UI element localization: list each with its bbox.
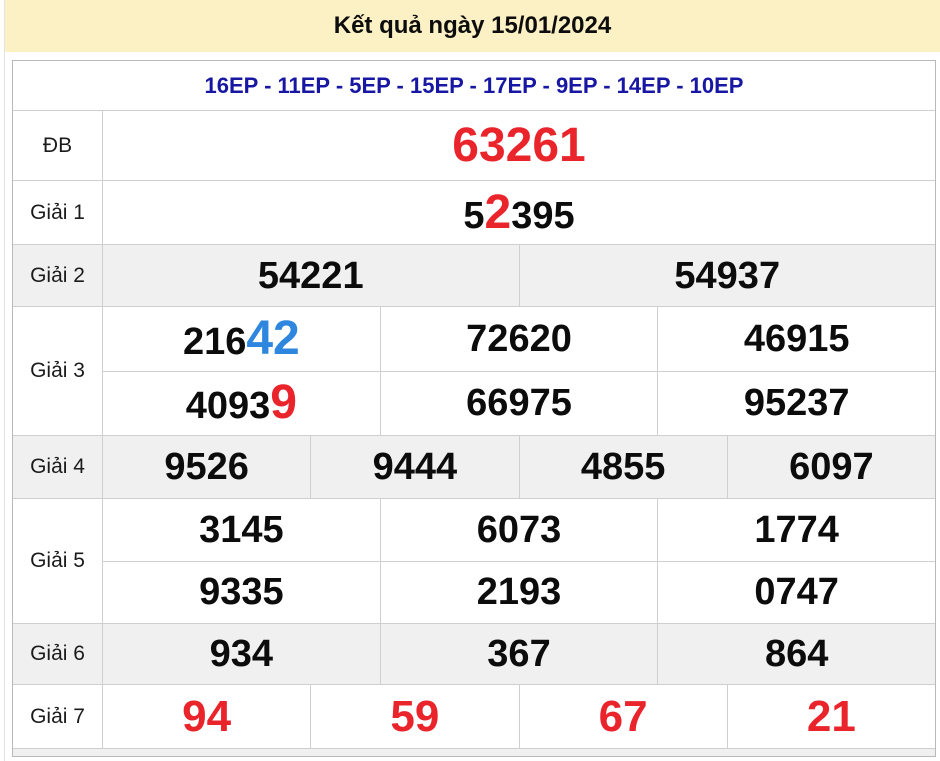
prize-number: 3145 — [199, 508, 284, 551]
prize-cell: 367 — [381, 624, 659, 684]
prize-cell: 66975 — [381, 371, 659, 435]
station-row: 16EP - 11EP - 5EP - 15EP - 17EP - 9EP - … — [13, 61, 935, 110]
prize-number: 21642 — [182, 311, 300, 365]
prize-number-g1: 52395 — [463, 185, 575, 239]
prize-number: 54221 — [257, 254, 364, 297]
prize-row-g5: Giải 5 3145 6073 1774 9335 2193 0747 — [13, 498, 935, 623]
prize-subrow: 3145 6073 1774 — [103, 499, 935, 561]
prize-number: 1774 — [754, 508, 839, 551]
prize-number-db: 63261 — [452, 118, 586, 172]
prize-number: 40939 — [185, 376, 297, 430]
prize-label-g4: Giải 4 — [13, 436, 103, 498]
prize-cell: 9526 — [103, 436, 312, 498]
prize-subrow: 40939 66975 95237 — [103, 370, 935, 436]
prize-label-g6: Giải 6 — [13, 624, 103, 684]
highlight-digits-blue: 42 — [246, 311, 300, 365]
prize-number: 54937 — [674, 254, 781, 297]
highlight-digit-red: 9 — [270, 376, 297, 430]
prize-number: 864 — [764, 633, 829, 675]
prize-number-red: 21 — [806, 691, 856, 741]
prize-number: 9526 — [164, 446, 249, 488]
prize-cell: 40939 — [103, 371, 381, 435]
prize-number: 367 — [487, 633, 551, 675]
prize-row-g1: Giải 1 52395 — [13, 180, 935, 244]
prize-cell: 72620 — [381, 307, 659, 371]
prize-cell: 9444 — [311, 436, 520, 498]
prize-label-g2: Giải 2 — [13, 245, 103, 306]
prize-cell: 6073 — [381, 499, 659, 561]
prize-cell: 54221 — [103, 245, 520, 306]
prize-cell: 52395 — [103, 181, 935, 244]
station-cell: 16EP - 11EP - 5EP - 15EP - 17EP - 9EP - … — [13, 61, 935, 110]
prize-cell: 54937 — [520, 245, 936, 306]
prize-cell: 6097 — [728, 436, 935, 498]
prize-row-g2: Giải 2 54221 54937 — [13, 244, 935, 306]
prize-row-g6: Giải 6 934 367 864 — [13, 623, 935, 684]
prize-row-db: ĐB 63261 — [13, 110, 935, 180]
page-title: Kết quả ngày 15/01/2024 — [333, 12, 612, 39]
prize-number: 934 — [209, 633, 274, 675]
prize-number: 6097 — [789, 446, 874, 488]
prize-number: 0747 — [754, 571, 839, 614]
prize-subrow: 9335 2193 0747 — [103, 560, 935, 624]
prize-cell: 21 — [728, 685, 935, 748]
prize-number: 46915 — [743, 317, 850, 360]
results-banner: Kết quả ngày 15/01/2024 — [5, 0, 940, 52]
prize-number-red: 67 — [598, 691, 648, 741]
prize-number: 9335 — [199, 571, 284, 614]
prize-cell: 0747 — [658, 562, 935, 624]
prize-cell: 3145 — [103, 499, 381, 561]
prize-row-g7: Giải 7 94 59 67 21 — [13, 684, 935, 748]
prize-cell: 46915 — [658, 307, 935, 371]
prize-label-db: ĐB — [13, 111, 103, 180]
prize-label-g3: Giải 3 — [13, 307, 103, 435]
station-codes: 16EP - 11EP - 5EP - 15EP - 17EP - 9EP - … — [204, 72, 744, 98]
prize-label-g5: Giải 5 — [13, 499, 103, 623]
prize-row-g3: Giải 3 21642 72620 46915 40939 66975 952… — [13, 306, 935, 435]
prize-number: 66975 — [466, 382, 572, 425]
prize-number: 9444 — [372, 446, 458, 488]
prize-subrow: 21642 72620 46915 — [103, 307, 935, 371]
prize-cell: 9335 — [103, 561, 381, 623]
prize-number: 4855 — [580, 446, 666, 488]
cutoff-row — [13, 748, 935, 756]
highlight-digit-red: 2 — [484, 185, 512, 239]
prize-cell: 21642 — [103, 307, 381, 371]
page-container: Kết quả ngày 15/01/2024 16EP - 11EP - 5E… — [4, 0, 940, 761]
prize-label-g1: Giải 1 — [13, 181, 103, 244]
prize-row-g4: Giải 4 9526 9444 4855 6097 — [13, 435, 935, 498]
prize-cell: 864 — [658, 624, 935, 684]
prize-cell: 67 — [520, 685, 728, 748]
prize-number-red: 94 — [182, 691, 232, 741]
prize-cell: 934 — [103, 624, 381, 684]
prize-number: 95237 — [743, 382, 850, 425]
prize-cell: 2193 — [381, 561, 659, 623]
prize-cell: 59 — [311, 685, 520, 748]
prize-cell: 1774 — [658, 499, 935, 561]
prize-number-red: 59 — [390, 691, 440, 741]
prize-number: 6073 — [476, 508, 562, 551]
results-table: 16EP - 11EP - 5EP - 15EP - 17EP - 9EP - … — [12, 60, 936, 757]
prize-cell: 63261 — [103, 111, 935, 180]
prize-number: 72620 — [466, 317, 572, 360]
prize-label-g7: Giải 7 — [13, 685, 103, 748]
prize-cell: 94 — [103, 685, 312, 748]
prize-cell: 95237 — [658, 372, 935, 436]
prize-cell: 4855 — [520, 436, 728, 498]
prize-number: 2193 — [476, 571, 562, 614]
